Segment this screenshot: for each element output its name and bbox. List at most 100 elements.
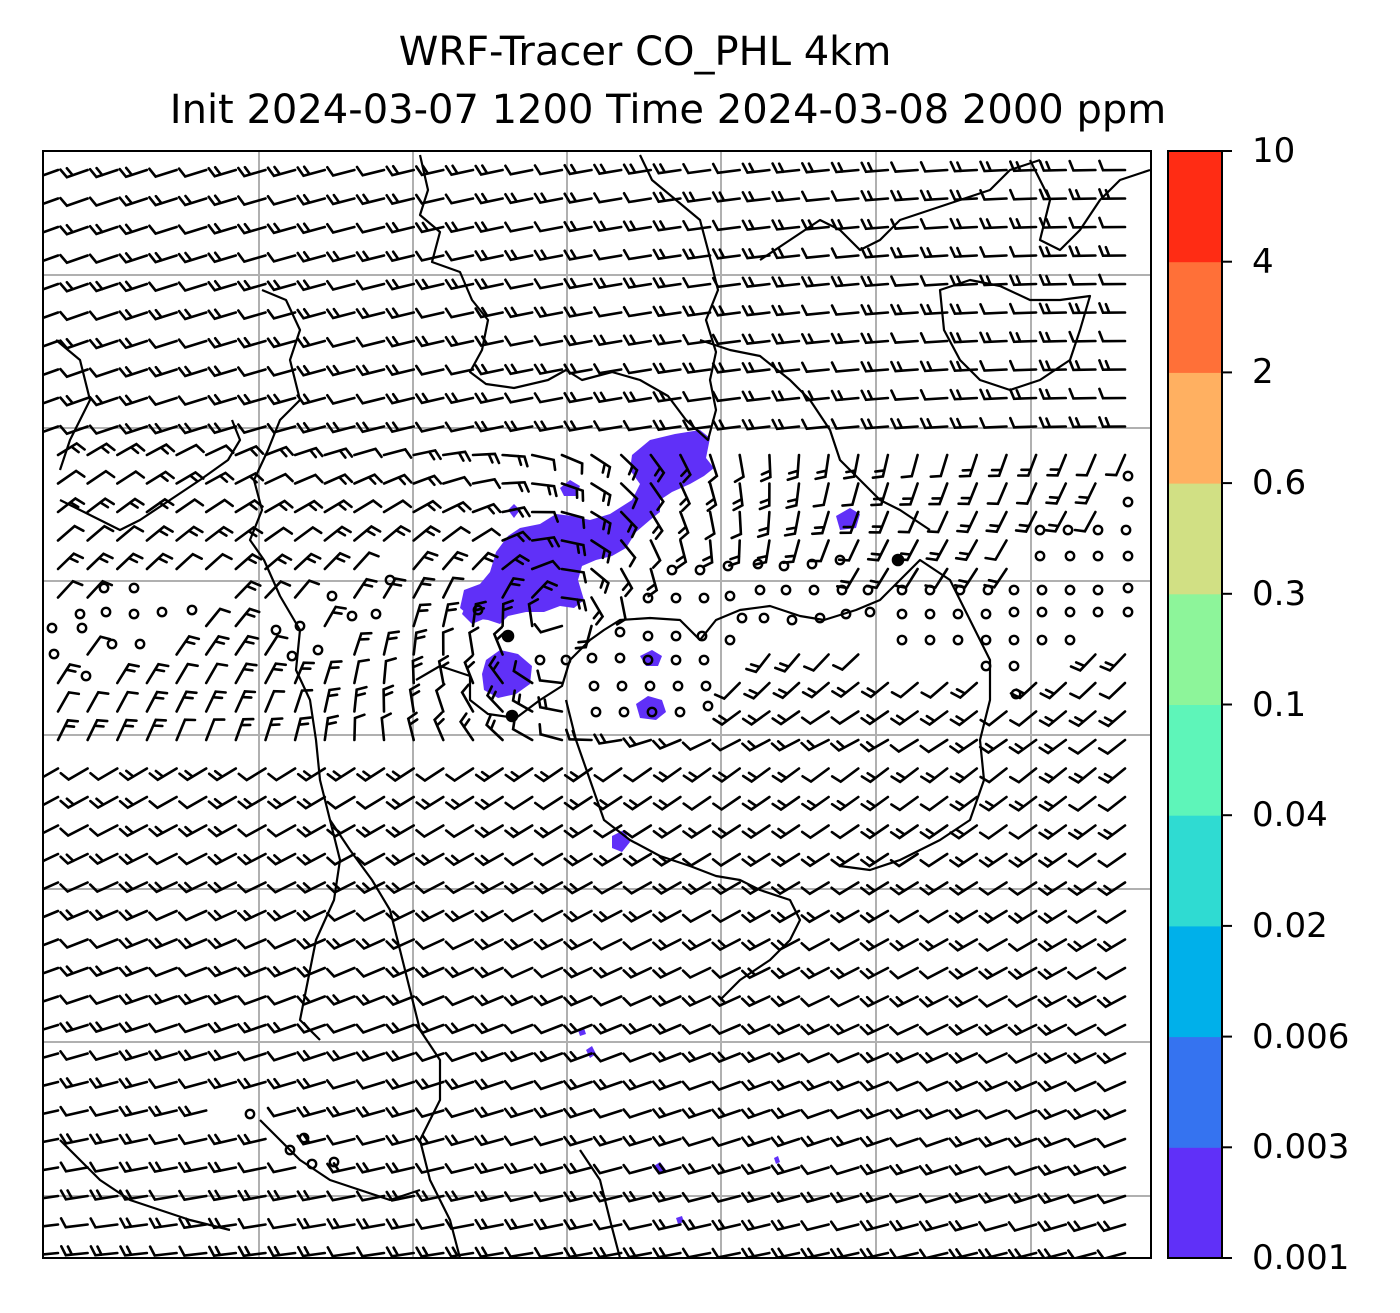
- wind-barb: [652, 163, 682, 175]
- calm-circle: [384, 574, 396, 586]
- station-dot: [891, 553, 905, 567]
- wind-barb: [622, 1163, 653, 1175]
- wind-barb: [1008, 909, 1038, 925]
- wind-barb: [323, 687, 341, 713]
- wind-barb: [355, 938, 386, 951]
- wind-barb: [411, 655, 424, 685]
- wind-barb: [56, 469, 86, 485]
- wind-barb: [86, 524, 115, 542]
- wind-barb: [1037, 909, 1068, 925]
- wind-barb: [1067, 1023, 1097, 1037]
- wind-barb: [889, 1163, 919, 1176]
- wind-barb: [504, 392, 534, 404]
- wind-barb: [1037, 1023, 1068, 1037]
- wind-barb: [86, 579, 114, 599]
- wind-barb: [741, 305, 771, 317]
- calm-circle: [614, 626, 626, 638]
- wind-barb: [474, 221, 504, 233]
- wind-barb: [43, 1109, 60, 1116]
- wind-barb: [116, 524, 145, 542]
- wind-barb: [503, 1023, 534, 1035]
- wind-barb: [177, 251, 208, 264]
- wind-barb: [118, 1189, 149, 1201]
- wind-barb: [560, 596, 588, 612]
- calm-circle: [1122, 550, 1134, 562]
- wind-barb: [43, 938, 60, 947]
- wind-barb: [899, 482, 919, 506]
- wind-barb: [296, 1050, 327, 1062]
- wind-barb: [266, 252, 297, 263]
- wind-barb: [1067, 995, 1097, 1009]
- wind-barb: [118, 280, 149, 293]
- wind-barb: [758, 482, 771, 511]
- wind-barb: [56, 579, 84, 599]
- wind-barb: [88, 337, 119, 350]
- wind-barb: [592, 1023, 623, 1035]
- wind-barb: [711, 1051, 741, 1064]
- wind-barb: [740, 1051, 771, 1064]
- wind-barb: [504, 306, 534, 319]
- wind-barb: [978, 881, 1008, 896]
- wind-barb: [504, 363, 534, 376]
- wind-barb: [563, 1078, 593, 1091]
- calm-circle: [702, 700, 714, 712]
- wind-barb: [175, 470, 205, 485]
- wind-barb: [770, 938, 801, 952]
- colorbar-segment: [1168, 593, 1222, 705]
- wind-barb: [59, 1217, 89, 1229]
- wind-barb: [1038, 160, 1068, 172]
- wind-barb: [296, 909, 327, 922]
- calm-circle: [1122, 606, 1134, 618]
- wind-barb: [1067, 1052, 1097, 1065]
- wind-barb: [900, 453, 919, 479]
- wind-barb: [1068, 767, 1097, 784]
- colorbar-ticks: [1222, 150, 1232, 1259]
- wind-barb: [741, 1191, 771, 1204]
- wind-barb: [771, 710, 801, 726]
- wind-barb: [533, 335, 564, 347]
- wind-barb: [237, 423, 267, 435]
- wind-barb: [323, 714, 339, 742]
- wind-barb: [979, 303, 1008, 315]
- wind-barb: [533, 1246, 564, 1258]
- wind-barb: [889, 1192, 919, 1204]
- wind-barb: [563, 909, 593, 923]
- wind-barb: [948, 995, 979, 1008]
- wind-barb: [118, 937, 149, 950]
- wind-barb: [949, 738, 979, 754]
- wind-barb: [890, 161, 919, 173]
- wind-barb: [296, 795, 327, 810]
- wind-barb: [86, 497, 115, 514]
- wind-barb: [177, 422, 208, 435]
- wind-barb: [860, 361, 890, 373]
- wind-barb: [116, 718, 138, 742]
- wind-barb: [385, 392, 415, 405]
- wind-barb: [296, 336, 327, 349]
- colorbar-tick-label: 10: [1252, 131, 1296, 171]
- wind-barb: [712, 767, 741, 783]
- wind-barb: [326, 193, 356, 206]
- calm-circle: [672, 680, 684, 692]
- wind-barb: [412, 448, 442, 461]
- wind-barb: [919, 852, 949, 868]
- wind-barb: [356, 1218, 386, 1230]
- wind-barb: [860, 190, 890, 202]
- wind-barb: [681, 1080, 712, 1092]
- wind-barb: [385, 1246, 415, 1258]
- wind-barb: [1038, 388, 1068, 400]
- wind-barb: [890, 218, 919, 230]
- wind-barb: [86, 442, 116, 457]
- wind-barb: [770, 1135, 801, 1148]
- wind-barb: [296, 279, 327, 292]
- wind-barb: [1098, 159, 1127, 172]
- wind-barb: [530, 482, 558, 498]
- plume-blob-nw: [508, 504, 520, 518]
- wind-barb: [682, 795, 712, 811]
- wind-barb: [682, 767, 712, 783]
- wind-barb: [801, 333, 830, 345]
- wind-barb: [86, 469, 116, 485]
- wind-barb: [563, 795, 593, 811]
- wind-barb: [444, 852, 475, 867]
- wind-barb: [830, 881, 860, 896]
- wind-barb: [296, 393, 327, 406]
